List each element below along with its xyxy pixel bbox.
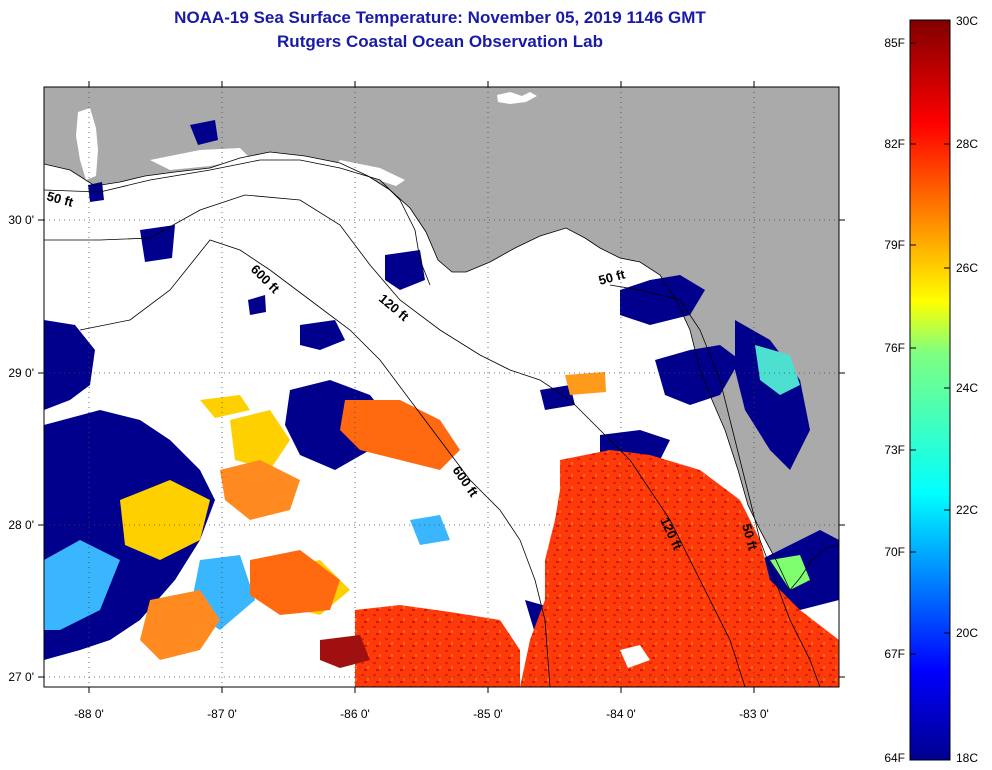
colorbar-f-label: 82F xyxy=(884,137,905,151)
lon-tick-label: -86 0' xyxy=(340,707,370,721)
lat-tick-label: 28 0' xyxy=(8,518,34,532)
bay-inlet xyxy=(150,148,250,170)
map-gridlines xyxy=(44,87,839,687)
lon-tick-label: -83 0' xyxy=(739,707,769,721)
contour-120ft xyxy=(44,194,746,687)
colorbar-f-label: 79F xyxy=(884,238,905,252)
colorbar-f-label: 67F xyxy=(884,647,905,661)
lon-tick-label: -84 0' xyxy=(606,707,636,721)
colorbar-gradient xyxy=(909,19,951,761)
coastline xyxy=(44,151,839,591)
land-area xyxy=(44,87,839,590)
colorbar-f-label: 85F xyxy=(884,36,905,50)
colorbar-c-label: 28C xyxy=(956,137,978,151)
lat-tick-label: 30 0' xyxy=(8,213,34,227)
colorbar-c-label: 30C xyxy=(956,14,978,28)
colorbar-c-label: 22C xyxy=(956,503,978,517)
colorbar-f-label: 73F xyxy=(884,443,905,457)
colorbar-f-label: 70F xyxy=(884,545,905,559)
lon-tick-label: -85 0' xyxy=(473,707,503,721)
map-subtitle: Rutgers Coastal Ocean Observation Lab xyxy=(277,32,603,51)
colorbar: 85F 82F 79F 76F 73F 70F 67F 64F 30C 28C … xyxy=(884,14,978,765)
lon-tick-label: -88 0' xyxy=(74,707,104,721)
lon-tick-label: -87 0' xyxy=(207,707,237,721)
warm-water-patches xyxy=(140,400,839,687)
contour-label: 50 ft xyxy=(597,266,627,288)
contour-50ft-west xyxy=(44,159,431,286)
map-frame xyxy=(43,86,840,688)
lake xyxy=(497,92,537,104)
contour-600ft xyxy=(79,239,551,687)
lat-tick-label: 27 0' xyxy=(8,670,34,684)
mobile-bay xyxy=(76,108,98,180)
map-title: NOAA-19 Sea Surface Temperature: Novembe… xyxy=(174,8,706,27)
colorbar-c-label: 20C xyxy=(956,626,978,640)
contour-label: 50 ft xyxy=(45,188,75,210)
contour-50ft-east xyxy=(609,284,821,687)
colorbar-f-label: 76F xyxy=(884,341,905,355)
colorbar-c-label: 24C xyxy=(956,381,978,395)
colorbar-f-label: 64F xyxy=(884,751,905,765)
map-ticks xyxy=(38,81,845,693)
apalachicola-bay xyxy=(335,160,405,186)
sst-map: 50 ft 600 ft 120 ft 50 ft 600 ft 120 ft … xyxy=(8,81,845,721)
colorbar-c-label: 18C xyxy=(956,751,978,765)
contour-label: 50 ft xyxy=(739,522,761,552)
colorbar-c-label: 26C xyxy=(956,261,978,275)
lat-tick-label: 29 0' xyxy=(8,366,34,380)
